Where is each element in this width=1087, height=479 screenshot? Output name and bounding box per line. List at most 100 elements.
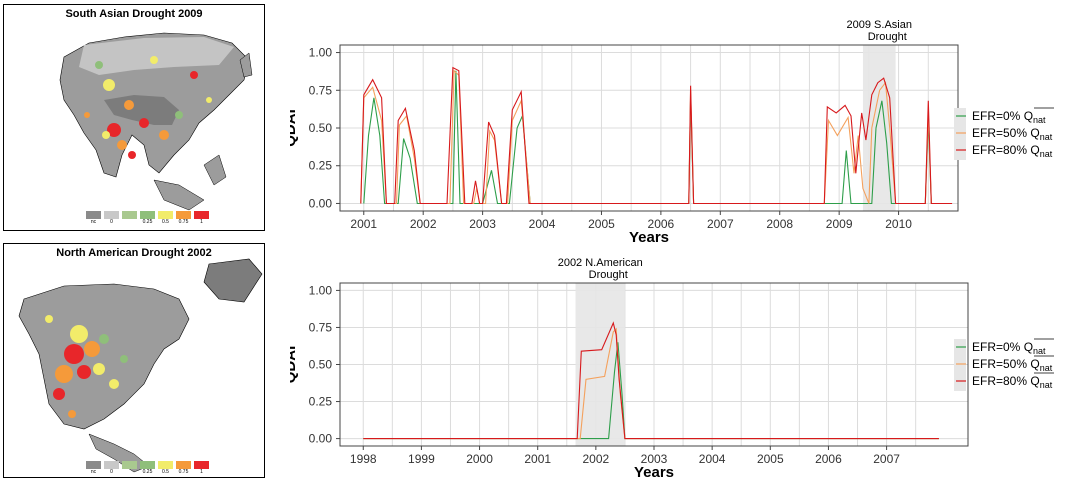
chart-south-asia-qdai: 0.00 0.25 0.50 0.75 1.00 2001 2002 2003 2004 2005… xyxy=(290,19,1054,245)
annotation-label: Drought xyxy=(868,31,907,43)
asia-drought-map xyxy=(59,32,253,211)
legend-swatch-label: 1 xyxy=(200,469,203,475)
legend-label: EFR=50% Qnat xyxy=(972,357,1053,373)
legend-label: EFR=50% Qnat xyxy=(972,126,1053,142)
x-tick-label: 2004 xyxy=(699,452,726,466)
x-tick-label: 1999 xyxy=(408,452,435,466)
legend-swatch-label: 0.75 xyxy=(178,469,189,475)
series-line-EFR=80% xyxy=(363,321,939,440)
legend-swatch-label: 1 xyxy=(200,219,203,225)
y-tick-label: 1.00 xyxy=(309,46,333,60)
x-tick-label: 2006 xyxy=(648,217,675,231)
legend-swatch xyxy=(122,211,137,225)
legend-swatch: 0.25 xyxy=(140,461,155,475)
x-tick-label: 2001 xyxy=(524,452,551,466)
legend-label-sub: nat xyxy=(1040,363,1053,373)
series-line-EFR=0% xyxy=(363,342,939,440)
legend-swatch-label: 0.5 xyxy=(162,469,169,475)
series-line-EFR=80% xyxy=(360,66,953,205)
y-tick-label: 0.75 xyxy=(309,320,333,334)
legend-label: EFR=80% Qnat xyxy=(972,374,1053,390)
legend-label-q: Q xyxy=(1030,357,1039,371)
legend-key-bg xyxy=(954,339,966,391)
y-tick-label: 0.50 xyxy=(309,358,333,372)
y-tick-label: 1.00 xyxy=(309,283,333,297)
legend-swatch: 0 xyxy=(104,461,119,475)
north-america-drought-map xyxy=(18,258,263,473)
x-tick-label: 2009 xyxy=(826,217,853,231)
y-tick-label: 0.25 xyxy=(309,395,333,409)
drought-shade xyxy=(575,283,625,446)
legend-label: EFR=80% Qnat xyxy=(972,143,1053,159)
legend-swatch-label: nc xyxy=(90,219,97,225)
map-title: North American Drought 2002 xyxy=(56,247,212,259)
legend-key-bg xyxy=(954,108,966,160)
legend-swatch-label: 0 xyxy=(110,219,113,225)
legend-label-sub: nat xyxy=(1040,380,1053,390)
landmass xyxy=(239,52,253,78)
x-tick-label: 2008 xyxy=(766,217,793,231)
y-tick-label: 0.00 xyxy=(309,196,333,210)
x-tick-label: 2007 xyxy=(707,217,734,231)
x-tick-label: 2002 xyxy=(583,452,610,466)
x-tick-label: 2004 xyxy=(529,217,556,231)
x-tick-label: 2006 xyxy=(815,452,842,466)
map-legend: nc 0 0.25 0.5 0.75 1 xyxy=(86,211,209,225)
x-tick-label: 2005 xyxy=(757,452,784,466)
greenland xyxy=(203,258,263,303)
y-tick-label: 0.75 xyxy=(309,83,333,97)
x-tick-label: 1998 xyxy=(350,452,377,466)
legend-swatch: nc xyxy=(86,211,101,225)
legend-label-q: Q xyxy=(1030,143,1039,157)
x-tick-label: 2002 xyxy=(410,217,437,231)
legend-swatch: 0.5 xyxy=(158,211,173,225)
legend-swatch: 0.25 xyxy=(140,211,155,225)
legend-swatch: 1 xyxy=(194,461,209,475)
series-line-EFR=50% xyxy=(360,69,932,205)
legend-swatch-label: nc xyxy=(90,469,97,475)
x-tick-label: 2010 xyxy=(885,217,912,231)
annotation-label: Drought xyxy=(589,269,628,281)
legend-swatch xyxy=(122,461,137,475)
legend-swatch-label: 0 xyxy=(110,469,113,475)
x-axis-title: Years xyxy=(629,229,669,245)
legend-label-sub: nat xyxy=(1033,346,1046,356)
map-panel-south-asia: South Asian Drought 2009 nc 0 0.25 0.5 0.75 1 xyxy=(3,4,265,231)
legend-swatch-label: 0.5 xyxy=(162,219,169,225)
legend-swatch-label: 0.75 xyxy=(178,219,189,225)
y-tick-label: 0.00 xyxy=(309,432,333,446)
landmass xyxy=(104,95,179,125)
legend-label: EFR=0% Qnat xyxy=(972,340,1046,356)
legend-label-sub: nat xyxy=(1033,115,1046,125)
legend-swatch: nc xyxy=(86,461,101,475)
x-tick-label: 2003 xyxy=(469,217,496,231)
map-legend: nc 0 0.25 0.5 0.75 1 xyxy=(86,461,209,475)
legend-swatch-label: 0.25 xyxy=(142,469,153,475)
landmass xyxy=(79,37,234,75)
y-tick-label: 0.25 xyxy=(309,159,333,173)
series-line-EFR=50% xyxy=(363,327,939,440)
chart-north-america-qdai: 0.00 0.25 0.50 0.75 1.00 1998 1999 2000 2001 2002… xyxy=(290,257,1054,478)
x-tick-label: 2001 xyxy=(350,217,377,231)
legend-label-sub: nat xyxy=(1040,132,1053,142)
y-tick-label: 0.50 xyxy=(309,121,333,135)
drought-patches xyxy=(45,315,128,418)
legend-label-q: Q xyxy=(1030,126,1039,140)
annotation-label: 2009 S.Asian xyxy=(847,19,912,31)
legend-swatch-label: 0.25 xyxy=(142,219,153,225)
legend-label-q: Q xyxy=(1024,109,1033,123)
legend-label-sub: nat xyxy=(1040,149,1053,159)
y-axis-title: QDAI xyxy=(290,346,299,384)
legend-swatch: 1 xyxy=(194,211,209,225)
legend-label-q: Q xyxy=(1024,340,1033,354)
x-tick-label: 2000 xyxy=(466,452,493,466)
legend-label-q: Q xyxy=(1030,374,1039,388)
legend-label: EFR=0% Qnat xyxy=(972,109,1046,125)
legend-swatch: 0.75 xyxy=(176,211,191,225)
landmass xyxy=(18,283,190,430)
drought-patches xyxy=(84,56,212,159)
x-tick-label: 2007 xyxy=(873,452,900,466)
legend-swatch: 0.5 xyxy=(158,461,173,475)
map-title: South Asian Drought 2009 xyxy=(65,8,203,20)
landmass xyxy=(203,154,227,186)
